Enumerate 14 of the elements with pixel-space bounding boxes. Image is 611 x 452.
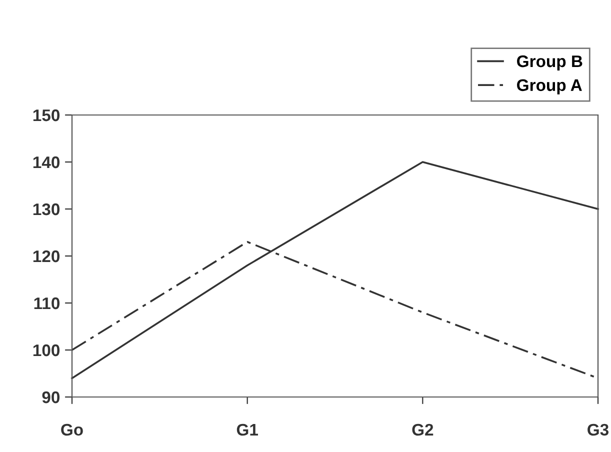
y-tick-label: 150 xyxy=(33,109,60,122)
y-tick-label: 140 xyxy=(33,156,60,168)
line-series xyxy=(71,161,599,380)
y-tick-label: 120 xyxy=(33,250,60,262)
x-tick-label: G2 xyxy=(412,424,434,436)
y-tick-label: 100 xyxy=(33,344,60,356)
legend-label: Group A xyxy=(517,79,582,94)
y-tick-label: 90 xyxy=(42,391,60,404)
x-tick-label: Go xyxy=(61,424,83,436)
legend-label: Group B xyxy=(517,55,582,70)
y-tick-label: 110 xyxy=(34,297,60,310)
x-tick-label: G3 xyxy=(588,424,609,436)
y-tick-label: 130 xyxy=(33,203,60,216)
x-tick-label: G1 xyxy=(236,424,258,436)
